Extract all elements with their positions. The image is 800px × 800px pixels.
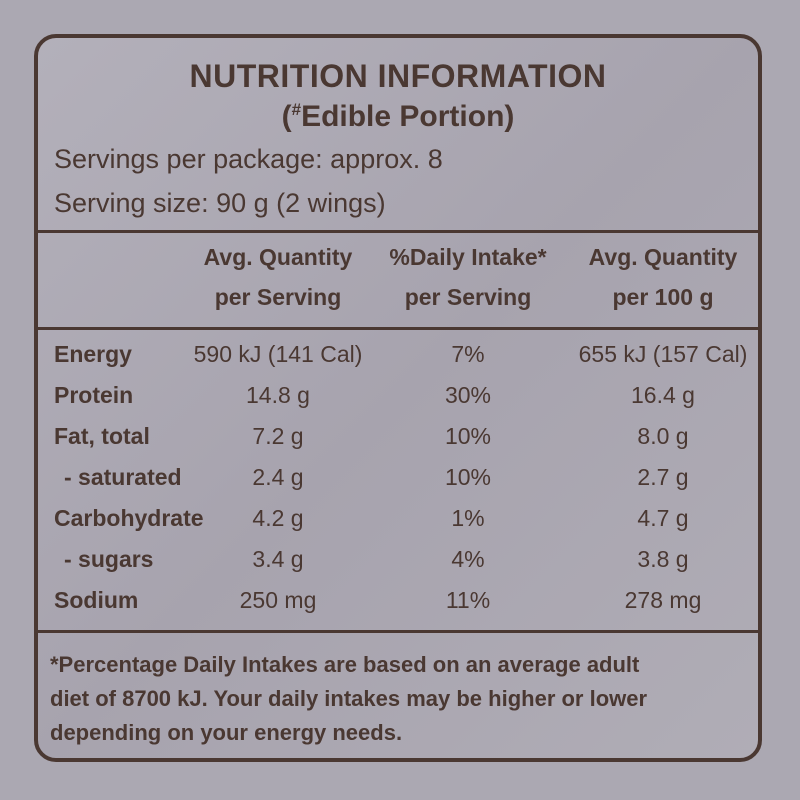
title: NUTRITION INFORMATION [189,58,607,94]
nutrient-value: 10% [444,464,492,490]
nutrient-value: 14.8 g [246,382,310,408]
subtitle-open: ( [281,100,292,133]
column-header: per Serving [214,284,342,310]
serving-size: Serving size: 90 g (2 wings) [54,188,386,218]
nutrient-name: Energy [54,341,132,367]
subtitle-mark: # [291,100,302,119]
nutrient-value: 7% [451,341,485,367]
nutrient-value: 4.7 g [637,505,689,531]
nutrient-value: 16.4 g [631,382,695,408]
footnote: diet of 8700 kJ. Your daily intakes may … [50,686,648,711]
nutrient-value: 4% [451,546,485,572]
servings-per-package: Servings per package: approx. 8 [54,144,443,174]
nutrition-panel: NUTRITION INFORMATION (#Edible Portion) … [34,34,762,762]
column-header: Avg. Quantity [203,244,353,270]
column-header: per Serving [404,284,532,310]
nutrient-name: - saturated [64,464,182,490]
nutrient-name: Protein [54,382,134,408]
nutrient-name: - sugars [64,546,154,572]
column-header: per 100 g [612,284,714,310]
nutrient-value: 655 kJ (157 Cal) [578,341,748,367]
nutrient-value: 8.0 g [637,423,689,449]
column-header: %Daily Intake* [389,244,547,270]
nutrient-value: 11% [445,587,491,613]
subtitle: (#Edible Portion) [38,100,758,134]
footnote: *Percentage Daily Intakes are based on a… [50,652,640,677]
divider [38,327,758,330]
nutrient-value: 1% [451,505,485,531]
nutrient-value: 3.8 g [637,546,689,572]
divider [38,230,758,233]
nutrient-value: 3.4 g [252,546,304,572]
nutrient-value: 278 mg [624,587,702,613]
nutrient-value: 590 kJ (141 Cal) [193,341,363,367]
column-header: Avg. Quantity [588,244,738,270]
footnote: depending on your energy needs. [50,720,403,745]
nutrient-value: 30% [444,382,492,408]
divider [38,630,758,633]
subtitle-text: Edible Portion) [301,100,515,133]
nutrient-name: Sodium [54,587,139,613]
nutrient-name: Carbohydrate [54,505,204,531]
nutrient-value: 7.2 g [252,423,304,449]
nutrient-value: 4.2 g [252,505,304,531]
nutrient-value: 250 mg [239,587,317,613]
nutrient-value: 2.4 g [252,464,304,490]
nutrient-name: Fat, total [54,423,150,449]
nutrient-value: 2.7 g [637,464,689,490]
nutrient-value: 10% [444,423,492,449]
